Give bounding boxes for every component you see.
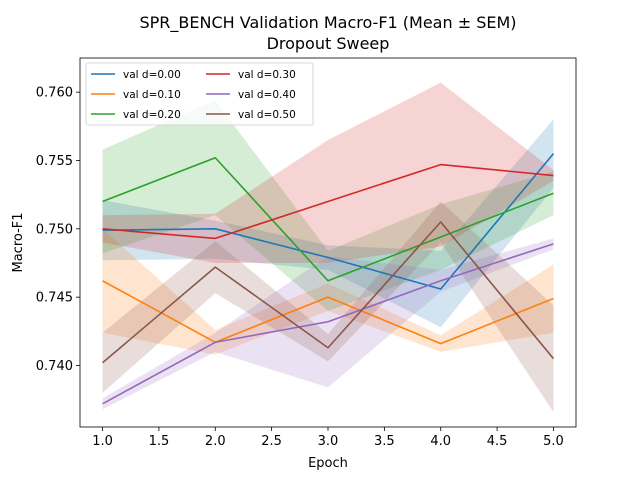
error-bands: [102, 82, 554, 412]
x-tick-label: 2.5: [261, 434, 282, 449]
legend-label-3: val d=0.30: [238, 69, 296, 81]
x-tick-label: 3.0: [318, 434, 339, 449]
series-line-0: [102, 153, 555, 290]
x-tick-label: 5.0: [543, 434, 564, 449]
x-axis: 1.0 1.5 2.0 2.5 3.0 3.5 4.0 4.5 5.0: [92, 427, 564, 449]
y-tick-label: 0.740: [36, 359, 73, 374]
y-tick-label: 0.745: [36, 291, 73, 306]
y-tick-label: 0.760: [36, 86, 73, 101]
chart-title: SPR_BENCH Validation Macro-F1 (Mean ± SE…: [139, 13, 516, 33]
y-axis: 0.740 0.745 0.750 0.755 0.760: [36, 86, 80, 374]
legend-label-5: val d=0.50: [238, 109, 296, 121]
y-tick-label: 0.755: [36, 154, 73, 169]
sem-band-2: [102, 100, 554, 311]
x-tick-label: 1.0: [92, 434, 113, 449]
legend: val d=0.00 val d=0.10 val d=0.20 val d=0.30…: [85, 62, 314, 126]
series-lines: [102, 153, 555, 405]
series-line-3: [102, 163, 554, 240]
sem-band-3: [102, 82, 554, 263]
x-tick-label: 4.5: [487, 434, 508, 449]
legend-box: [85, 62, 314, 126]
x-tick-label: 3.5: [374, 434, 395, 449]
series-line-2: [102, 156, 554, 282]
x-axis-label: Epoch: [308, 456, 348, 471]
x-tick-label: 1.5: [149, 434, 170, 449]
x-tick-label: 2.0: [205, 434, 226, 449]
legend-label-1: val d=0.10: [123, 89, 181, 101]
x-tick-label: 4.0: [430, 434, 451, 449]
legend-label-0: val d=0.00: [123, 69, 181, 81]
chart-subtitle: Dropout Sweep: [267, 34, 390, 53]
legend-label-4: val d=0.40: [238, 89, 296, 101]
sem-band-5: [102, 201, 554, 412]
series-line-1: [102, 280, 554, 345]
sem-band-0: [102, 119, 554, 328]
legend-label-2: val d=0.20: [123, 109, 181, 121]
sem-band-1: [102, 228, 554, 355]
y-axis-label: Macro-F1: [11, 212, 26, 272]
y-tick-label: 0.750: [36, 222, 73, 237]
series-line-5: [102, 221, 555, 364]
